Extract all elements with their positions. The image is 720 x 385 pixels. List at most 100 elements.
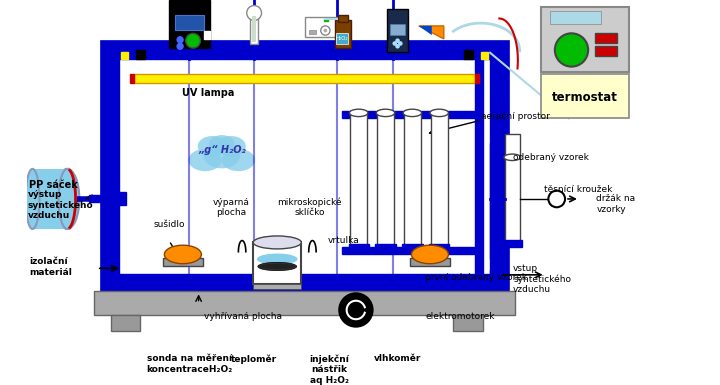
Bar [453,315,482,331]
Bar [402,244,423,252]
Ellipse shape [216,136,246,156]
Ellipse shape [377,109,395,117]
Bar [119,278,490,284]
Circle shape [176,36,184,44]
Bar [431,113,448,250]
Text: těsnící kroužek: těsnící kroužek [544,185,612,194]
Ellipse shape [189,149,222,171]
Bar [387,9,408,52]
Text: držák na
vzorky: držák na vzorky [596,194,636,214]
Bar [375,244,396,252]
Bar [108,48,501,285]
Text: elektromotorek: elektromotorek [426,312,495,321]
Bar [94,291,515,315]
Bar [204,32,210,39]
Text: PP sáček: PP sáček [29,181,78,191]
Bar [550,11,601,24]
Text: termostat: termostat [552,90,617,104]
Circle shape [339,293,372,326]
Ellipse shape [403,109,422,117]
Ellipse shape [257,254,297,264]
Ellipse shape [26,169,40,229]
Ellipse shape [209,135,235,154]
Text: injekční
nástřik
aq H₂O₂: injekční nástřik aq H₂O₂ [309,354,349,385]
Text: výstup
syntetického
vzduchu: výstup syntetického vzduchu [27,190,93,220]
Ellipse shape [58,169,76,229]
Text: aerační prostor: aerační prostor [481,111,549,121]
Circle shape [555,33,588,67]
Bar [490,48,501,285]
Bar [490,144,503,259]
Bar [335,20,351,48]
Bar [505,134,520,245]
Circle shape [398,41,402,46]
Bar [595,33,617,43]
Polygon shape [419,26,432,35]
Circle shape [247,5,261,20]
Bar [410,258,450,266]
Bar [108,48,119,285]
Text: sušidlo: sušidlo [153,221,185,229]
Bar [475,48,482,274]
Bar [108,274,501,285]
Circle shape [320,26,330,35]
Bar [541,74,629,119]
Bar [464,50,474,59]
Ellipse shape [55,169,79,229]
Bar [89,195,108,202]
Circle shape [395,44,400,49]
Bar [111,315,140,331]
Bar [390,24,405,35]
Text: vlhkoměr: vlhkoměr [374,354,421,363]
Ellipse shape [203,142,240,168]
Bar [351,113,367,250]
Circle shape [186,33,200,48]
Bar [342,111,475,119]
Text: odebraný vzorek: odebraný vzorek [513,153,589,162]
Bar [404,113,420,250]
Text: vrtulka: vrtulka [328,236,360,245]
Circle shape [395,38,400,43]
Bar [32,169,67,229]
Ellipse shape [504,154,521,161]
Text: vstup
syntetického
vzduchu: vstup syntetického vzduchu [513,264,571,294]
Bar [305,17,338,37]
Bar [475,74,479,83]
Bar [108,48,501,285]
Circle shape [323,29,327,32]
Ellipse shape [198,136,228,156]
Bar [348,244,369,252]
Text: vyhřívaná plocha: vyhřívaná plocha [204,312,282,321]
Bar [323,18,328,21]
Bar [429,244,449,252]
Ellipse shape [253,236,301,249]
Polygon shape [419,26,444,39]
Text: první odebraný vzorek: první odebraný vzorek [426,273,527,282]
Circle shape [176,43,184,50]
Bar [253,243,301,284]
Bar [342,247,475,254]
Text: UV lampa: UV lampa [182,88,234,98]
Bar [336,33,348,44]
Text: izolační
materiál: izolační materiál [30,257,72,277]
Ellipse shape [164,245,202,264]
Bar [108,48,501,59]
Text: teploměr: teploměr [231,354,277,364]
Ellipse shape [411,245,449,264]
Ellipse shape [258,262,297,271]
Bar [251,9,258,44]
Circle shape [392,41,397,46]
Circle shape [549,191,565,207]
Bar [253,284,301,289]
Bar [481,52,488,59]
Bar [117,192,127,206]
Bar [541,7,629,72]
Bar [174,15,204,30]
Bar [108,48,501,285]
Ellipse shape [222,149,255,171]
Bar [503,239,521,247]
Bar [252,16,256,42]
Bar [338,15,348,22]
Bar [134,74,475,83]
Bar [595,46,617,55]
